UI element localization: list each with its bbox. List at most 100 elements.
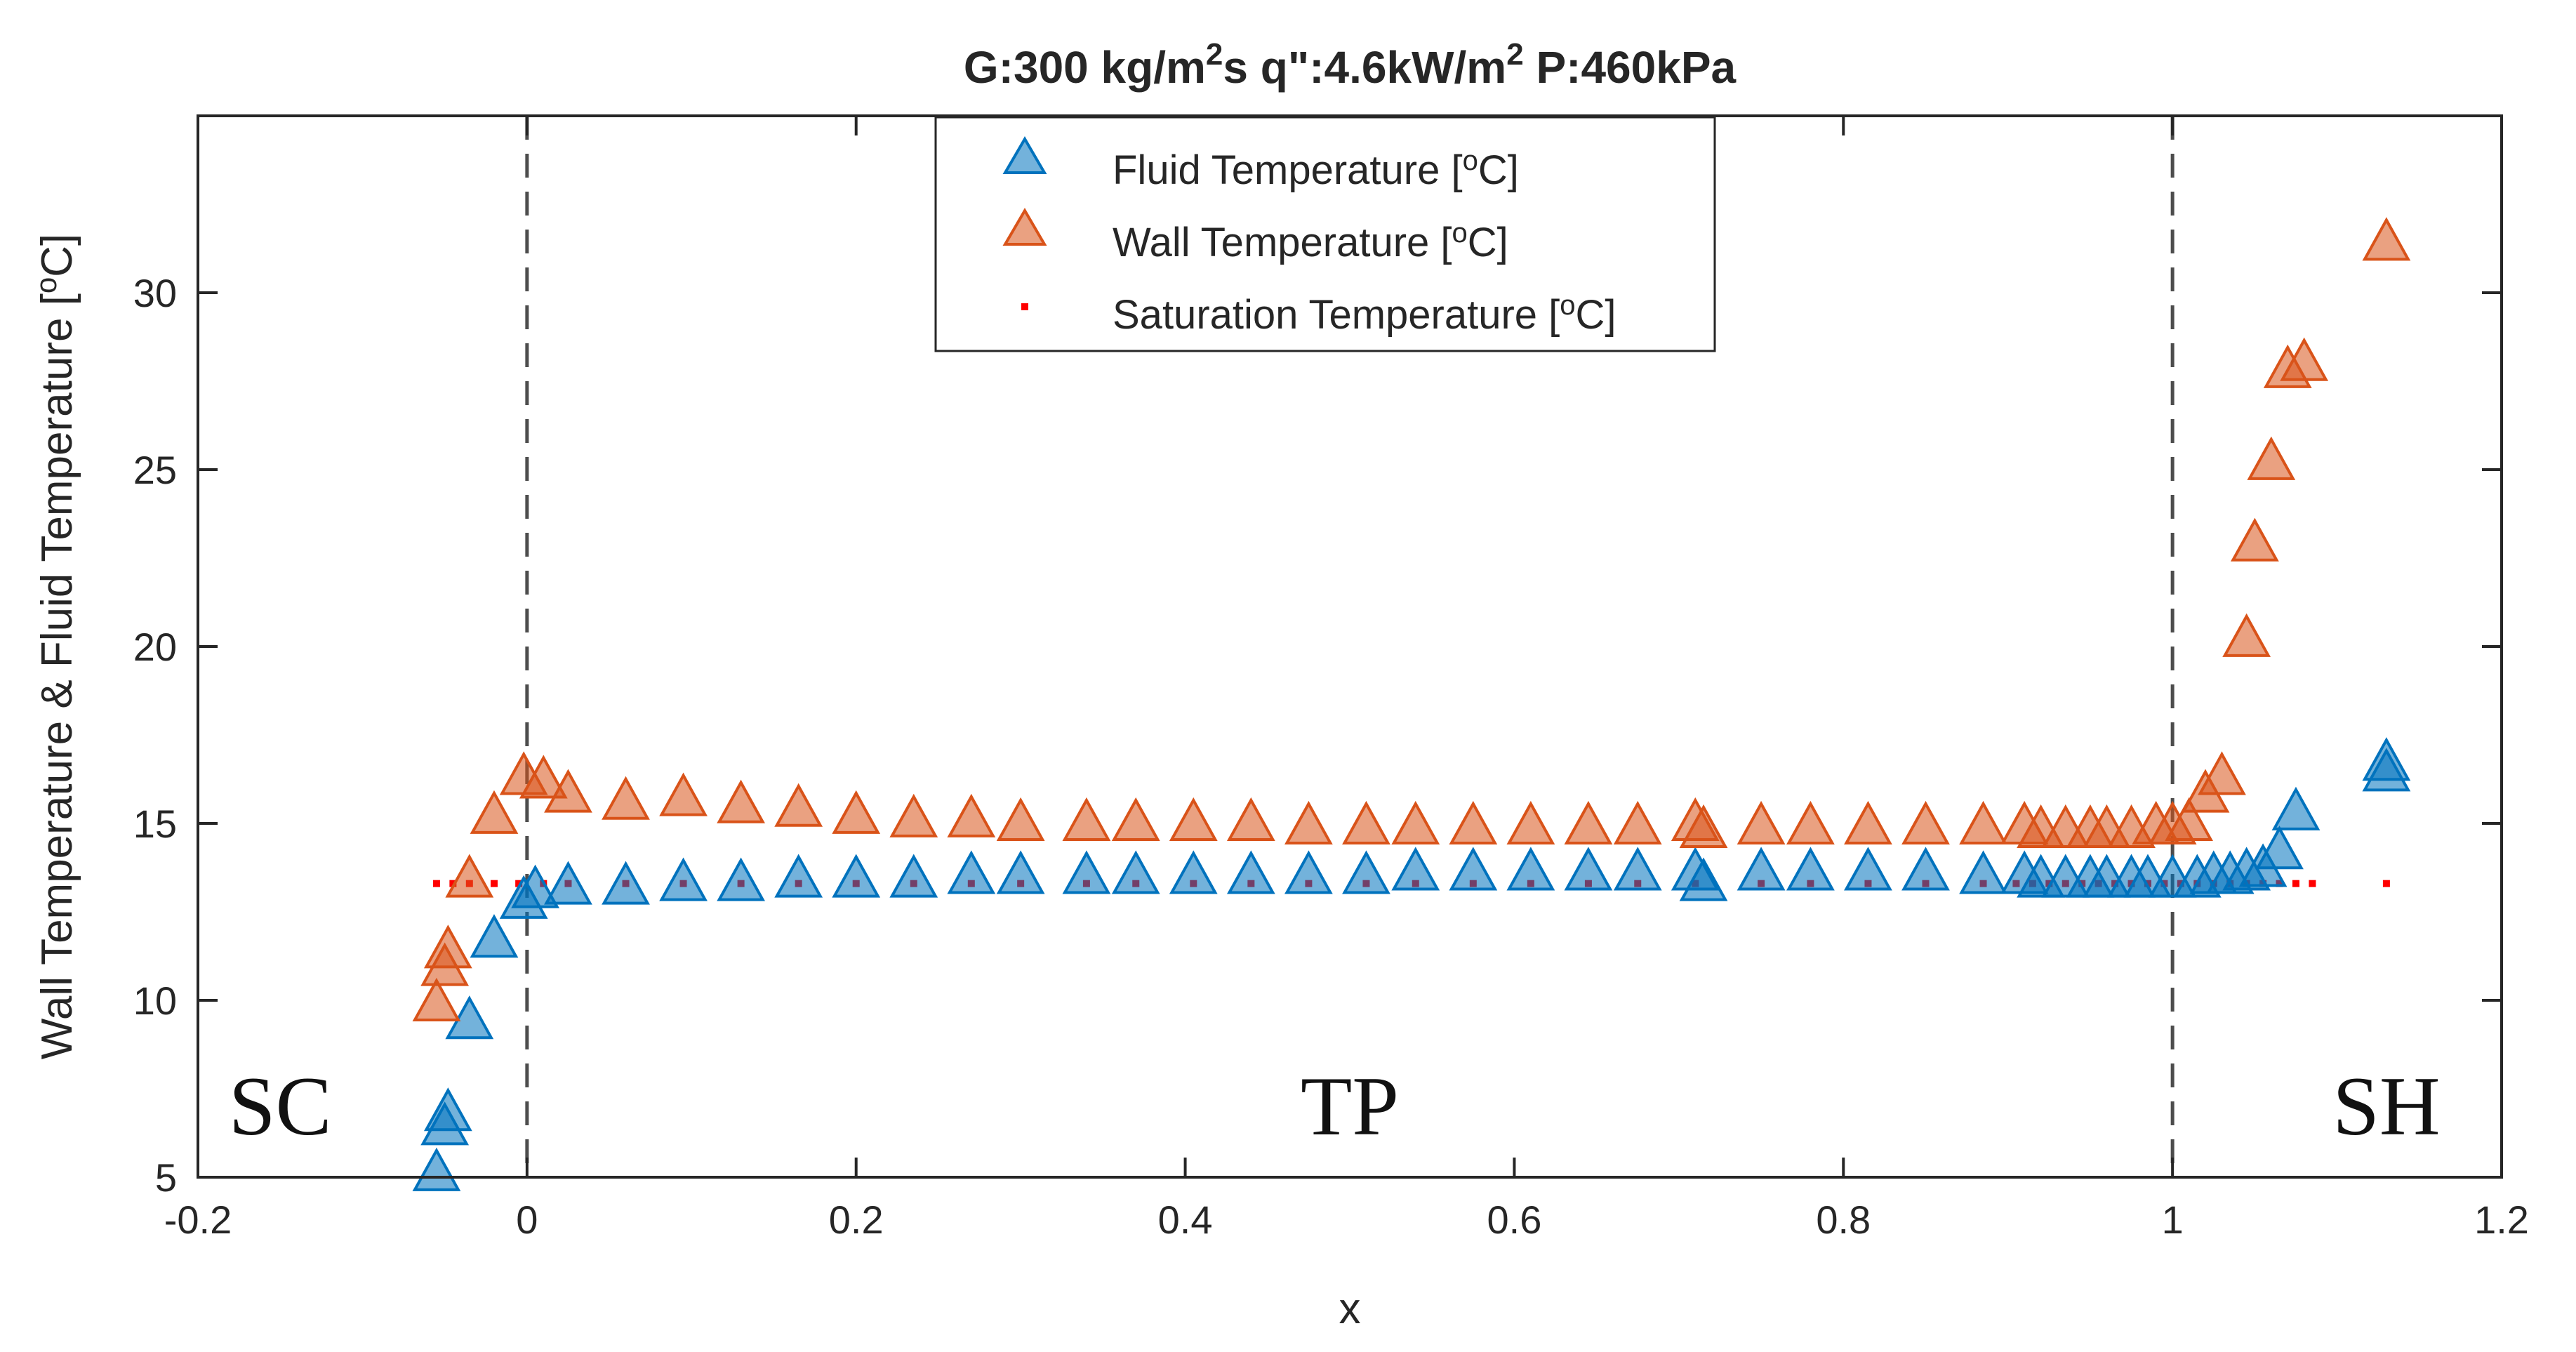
fluid-temperature-point [470, 914, 519, 958]
dashed-lines [525, 116, 2175, 1177]
legend: Fluid Temperature [oC] Wall Temperature … [934, 116, 1716, 352]
wall-temperature-point [445, 854, 494, 898]
fluid-temperature-point [717, 857, 766, 901]
legend-fluid-label: Fluid Temperature [oC] [1113, 145, 1519, 193]
saturation-point [2292, 880, 2299, 887]
wall-temperature-point [412, 977, 461, 1021]
fluid-temperature-point [1506, 847, 1555, 891]
wall-temperature-point [659, 772, 708, 816]
fluid-temperature-point [1679, 857, 1728, 901]
x-tick-label: 1 [2162, 1198, 2184, 1242]
fluid-temperature-point [1062, 850, 1111, 894]
fluid-temperature-point [659, 857, 708, 901]
wall-temperature-point [774, 783, 823, 827]
fluid-temperature-point [947, 850, 996, 894]
x-axis-label: x [1339, 1285, 1361, 1333]
wall-temperature-point [1901, 800, 1950, 844]
fluid-temperature-point [832, 854, 881, 898]
x-tick-label: 1.2 [2474, 1198, 2529, 1242]
fluid-temperature-point [1342, 850, 1390, 894]
fluid-temperature-point [1284, 850, 1333, 894]
fluid-temperature-point [1169, 850, 1218, 894]
legend-fluid-marker [1002, 136, 1047, 174]
axis-ticks: -0.2 0 0.2 0.4 0.6 0.8 1 1.2 5 10 15 20 25 30 [133, 116, 2529, 1242]
wall-temperature-point [1284, 800, 1333, 844]
wall-temperature-point [1062, 797, 1111, 841]
fluid-temperature-point [889, 854, 938, 898]
y-axis-label: Wall Temperature & Fluid Temperature [oC… [29, 234, 81, 1060]
fluid-temperature-point [1564, 847, 1613, 891]
region-labels: SC TP SH [229, 1059, 2441, 1153]
wall-temperature-point [889, 793, 938, 837]
saturation-point [2382, 880, 2390, 887]
fluid-temperature-point [1844, 847, 1892, 891]
legend-box [934, 116, 1716, 352]
fluid-temperature-point [602, 861, 650, 905]
y-tick-label: 25 [133, 448, 177, 492]
fluid-temperature-point [996, 850, 1045, 894]
region-label-sh: SH [2332, 1059, 2440, 1153]
legend-wall-marker [1002, 208, 1047, 246]
wall-temperature-point [1786, 800, 1835, 844]
wall-temperature-point [1449, 800, 1498, 844]
wall-temperature-point [1226, 797, 1275, 841]
wall-temperature-point [1506, 800, 1555, 844]
fluid-temperature-point [2255, 826, 2304, 870]
wall-temperature-point [2280, 337, 2329, 381]
fluid-temperature-point [2271, 786, 2321, 830]
x-tick-label: -0.2 [164, 1198, 232, 1242]
wall-temperature-point [423, 924, 472, 969]
fluid-temperature-point [412, 1147, 461, 1191]
chart-title: G:300 kg/m2s q":4.6kW/m2 P:460kPa [964, 37, 1737, 93]
wall-temperature-point [947, 793, 996, 837]
fluid-temperature-point [1786, 847, 1835, 891]
fluid-temperature-point [511, 864, 559, 908]
fluid-temperature-point [1737, 847, 1786, 891]
wall-temperature-point [1342, 800, 1390, 844]
x-tick-label: 0.8 [1816, 1198, 1871, 1242]
wall-temperature-point [996, 797, 1045, 841]
wall-temperature-point [1613, 800, 1662, 844]
region-label-tp: TP [1301, 1059, 1399, 1153]
wall-temperature-point [1391, 800, 1440, 844]
wall-temperature-point [519, 755, 568, 799]
wall-temperature-point [1169, 797, 1218, 841]
saturation-point [490, 880, 498, 887]
fluid-temperature-point [1111, 850, 1160, 894]
fluid-temperature-point [1901, 847, 1950, 891]
wall-temperature-point [2198, 751, 2246, 795]
wall-temperature-point [832, 790, 881, 834]
wall-temperature-point [1959, 800, 2007, 844]
x-tick-label: 0 [516, 1198, 538, 1242]
fluid-temperature-point [423, 1087, 472, 1132]
wall-temperature-point [2362, 217, 2411, 261]
saturation-point [2309, 880, 2316, 887]
legend-saturation-marker [1021, 303, 1028, 310]
wall-temperature-point [1679, 804, 1728, 849]
data-marks [412, 217, 2411, 1191]
fluid-temperature-point [544, 861, 592, 905]
x-tick-label: 0.2 [829, 1198, 884, 1242]
wall-temperature-point [602, 776, 650, 820]
wall-temperature-point [1844, 800, 1892, 844]
y-tick-label: 10 [133, 979, 177, 1023]
wall-temperature-point [717, 779, 766, 823]
wall-temperature-point [2165, 797, 2213, 841]
wall-temperature-point [2222, 613, 2271, 657]
fluid-temperature-point [1391, 847, 1440, 891]
fluid-temperature-point [1449, 847, 1498, 891]
saturation-point [515, 880, 523, 887]
x-tick-label: 0.6 [1487, 1198, 1541, 1242]
y-tick-label: 5 [155, 1155, 177, 1200]
wall-temperature-point [1111, 797, 1160, 841]
fluid-temperature-point [774, 854, 823, 898]
x-tick-label: 0.4 [1158, 1198, 1213, 1242]
fluid-temperature-point [1613, 847, 1662, 891]
saturation-point [432, 880, 440, 887]
region-label-sc: SC [229, 1059, 332, 1153]
fluid-temperature-point [1226, 850, 1275, 894]
wall-temperature-point [470, 790, 519, 834]
legend-saturation-label: Saturation Temperature [oC] [1113, 290, 1616, 338]
fluid-temperature-point [1959, 850, 2007, 894]
